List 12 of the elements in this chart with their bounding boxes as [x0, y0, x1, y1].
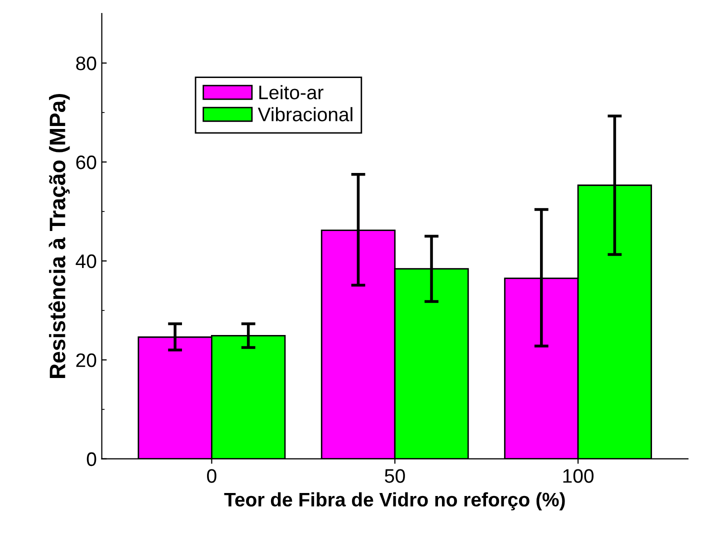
y-tick-label: 40: [76, 254, 96, 268]
y-tick-label: 20: [76, 353, 96, 368]
legend-label: Vibracional: [258, 107, 352, 122]
y-tick-label: 80: [76, 56, 96, 70]
y-tick-label: 0: [86, 452, 96, 466]
x-axis-title: Teor de Fibra de Vidro no reforço (%): [224, 492, 565, 510]
x-tick-label: 50: [384, 469, 405, 483]
x-tick-label: 100: [563, 469, 594, 483]
legend-label: Leito-ar: [259, 85, 324, 100]
y-axis-title: Resistência à Tração (MPa): [48, 94, 70, 378]
x-tick-label: 0: [207, 469, 216, 483]
y-tick-label: 60: [76, 155, 96, 170]
